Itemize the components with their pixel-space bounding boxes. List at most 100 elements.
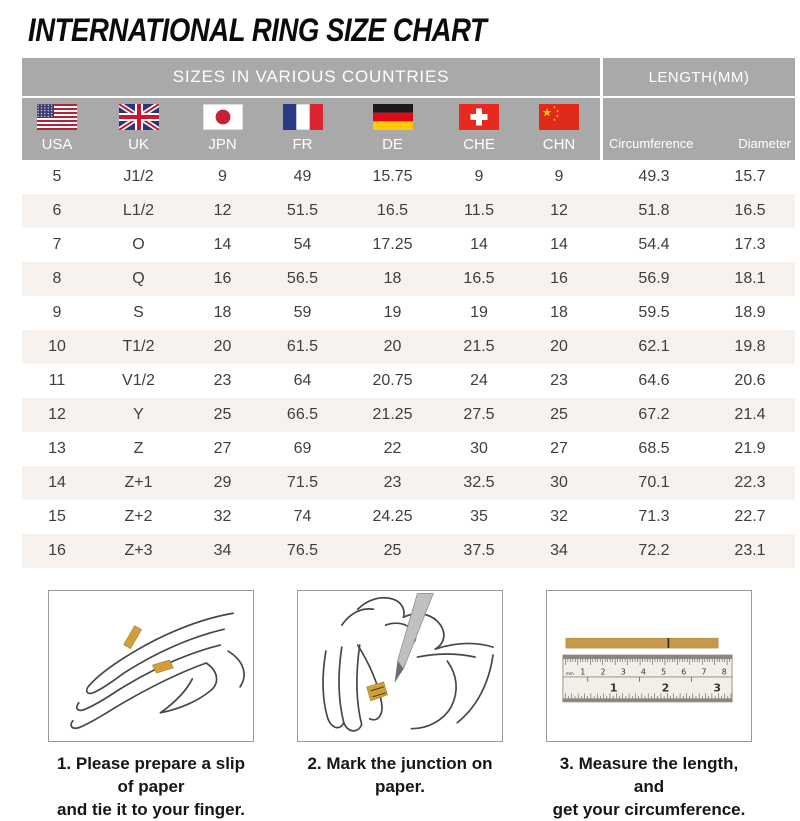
switzerland-flag-icon	[459, 104, 499, 130]
country-label: CHN	[542, 136, 576, 153]
diameter-column-label: Diameter	[738, 136, 791, 151]
ring-size-table: SIZES IN VARIOUS COUNTRIES LENGTH(MM) US…	[22, 58, 795, 568]
country-column-usa: USA	[22, 98, 92, 160]
table-cell: 17.25	[372, 236, 413, 253]
instruction-card-3: 1 2 3 4 5 6 7 8 mm 1 2 3 3. Measure the length, and…	[546, 590, 752, 821]
pen-icon	[394, 592, 434, 683]
instruction-card-1: 1. Please prepare a slip of paper and ti…	[48, 590, 254, 821]
table-cell: 18.1	[734, 270, 766, 287]
table-row: 5 J1/2 9 49 15.75 9 9 49.3 15.7	[22, 160, 795, 194]
table-cell: 54	[293, 236, 312, 253]
svg-text:7: 7	[701, 667, 706, 676]
table-cell: 16	[213, 270, 232, 287]
table-row: 6 L1/2 12 51.5 16.5 11.5 12 51.8 16.5	[22, 194, 795, 228]
table-cell: 59	[293, 304, 312, 321]
instruction-card-2: 2. Mark the junction on paper.	[297, 590, 503, 821]
table-cell: 16.5	[734, 202, 766, 219]
table-body: 5 J1/2 9 49 15.75 9 9 49.3 15.7 6 L1/2 12 51.5 16.5 11…	[22, 160, 795, 568]
table-row: 12 Y 25 66.5 21.25 27.5 25 67.2 21.4	[22, 398, 795, 432]
country-column-chn: CHN	[518, 98, 600, 160]
table-cell: 16	[550, 270, 568, 287]
page-title: INTERNATIONAL RING SIZE CHART	[28, 12, 487, 48]
svg-text:3: 3	[713, 681, 721, 694]
table-cell: 8	[52, 270, 62, 287]
svg-text:mm: mm	[566, 671, 574, 676]
table-cell: 14	[550, 236, 568, 253]
table-cell: Z	[133, 440, 144, 457]
country-column-fr: FR	[260, 98, 345, 160]
table-cell: 27	[550, 440, 568, 457]
table-cell: Z+3	[124, 542, 153, 559]
table-cell: 11.5	[464, 202, 494, 219]
uk-flag-icon	[118, 104, 159, 130]
table-cell: 23.1	[734, 542, 766, 559]
usa-flag-icon	[37, 104, 77, 130]
svg-text:1: 1	[610, 681, 618, 694]
table-cell: T1/2	[122, 338, 155, 355]
table-cell: 27.5	[463, 406, 495, 423]
country-label: JPN	[208, 136, 237, 153]
table-cell: 20	[383, 338, 402, 355]
table-cell: 17.3	[734, 236, 766, 253]
table-cell: 74	[293, 508, 312, 525]
table-cell: 16.5	[376, 202, 409, 219]
table-cell: 37.5	[463, 542, 495, 559]
caption-line: get your circumference.	[552, 800, 746, 819]
table-cell: 12	[48, 406, 66, 423]
table-cell: 18	[213, 304, 232, 321]
table-cell: 21.25	[372, 406, 413, 423]
svg-text:4: 4	[641, 667, 646, 676]
table-cell: 34	[213, 542, 232, 559]
table-cell: 21.4	[734, 406, 766, 423]
svg-text:5: 5	[661, 667, 666, 676]
table-cell: 51.5	[286, 202, 319, 219]
table-cell: 76.5	[286, 542, 319, 559]
mark-junction-illustration	[322, 592, 494, 732]
table-cell: L1/2	[122, 202, 155, 219]
table-cell: 62.1	[638, 338, 670, 355]
table-row: 15 Z+2 32 74 24.25 35 32 71.3 22.7	[22, 500, 795, 534]
table-cell: 21.9	[734, 440, 766, 457]
svg-text:2: 2	[600, 667, 605, 676]
country-label: UK	[128, 136, 149, 153]
japan-flag-icon	[202, 104, 243, 130]
table-cell: 64	[293, 372, 312, 389]
table-row: 14 Z+1 29 71.5 23 32.5 30 70.1 22.3	[22, 466, 795, 500]
instruction-image-2	[297, 590, 503, 742]
table-row: 16 Z+3 34 76.5 25 37.5 34 72.2 23.1	[22, 534, 795, 568]
table-cell: 13	[48, 440, 66, 457]
table-cell: 49	[293, 168, 312, 185]
table-cell: 9	[474, 168, 484, 185]
table-row: 11 V1/2 23 64 20.75 24 23 64.6 20.6	[22, 364, 795, 398]
table-cell: 21.5	[463, 338, 495, 355]
header-length-mm: LENGTH(MM)	[603, 58, 795, 96]
table-cell: 29	[213, 474, 232, 491]
table-cell: 25	[213, 406, 232, 423]
table-cell: 34	[550, 542, 568, 559]
table-cell: 9	[52, 304, 62, 321]
table-row: 9 S 18 59 19 19 18 59.5 18.9	[22, 296, 795, 330]
table-cell: 30	[470, 440, 488, 457]
table-cell: 18.9	[734, 304, 766, 321]
table-cell: 12	[213, 202, 232, 219]
table-cell: 24	[470, 372, 488, 389]
table-cell: 22	[383, 440, 402, 457]
country-column-jpn: JPN	[185, 98, 260, 160]
table-cell: 14	[470, 236, 488, 253]
table-cell: 16	[48, 542, 66, 559]
table-cell: 32	[213, 508, 232, 525]
table-cell: 19	[383, 304, 402, 321]
svg-text:8: 8	[722, 667, 727, 676]
table-cell: 24.25	[372, 508, 413, 525]
china-flag-icon	[539, 104, 579, 130]
svg-text:1: 1	[580, 667, 585, 676]
table-cell: 56.5	[286, 270, 319, 287]
table-cell: 6	[52, 202, 62, 219]
table-cell: 9	[218, 168, 227, 185]
paper-strip	[565, 637, 719, 649]
table-cell: Z+1	[124, 474, 153, 491]
table-cell: 70.1	[638, 474, 670, 491]
table-cell: S	[133, 304, 144, 321]
table-cell: 5	[52, 168, 62, 185]
table-cell: 20.6	[734, 372, 766, 389]
